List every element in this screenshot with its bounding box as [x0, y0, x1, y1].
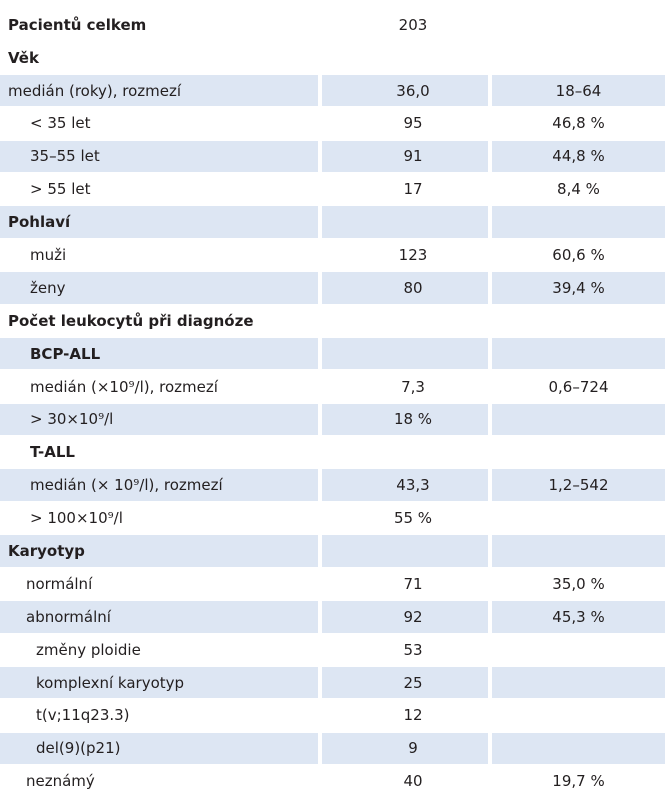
row-percent: 39,4 %	[492, 272, 665, 304]
row-label: t(v;11q23.3)	[36, 706, 130, 725]
row-label: T-ALL	[30, 443, 75, 462]
row-value: 25	[322, 666, 488, 699]
row-label: medián (× 10⁹/l), rozmezí	[0, 469, 318, 501]
row-label: abnormální	[0, 601, 318, 633]
row-label: medián (roky), rozmezí	[0, 74, 318, 107]
row-value: 40	[403, 772, 423, 791]
row-value: 53	[403, 640, 423, 659]
row-value: 12	[403, 706, 423, 725]
row-label: del(9)(p21)	[0, 732, 318, 765]
row-value: 55 %	[393, 509, 433, 528]
row-percent: 46,8 %	[552, 114, 605, 133]
row-percent: 8,4 %	[557, 180, 600, 199]
row-label: medián (×10⁹/l), rozmezí	[30, 377, 218, 396]
row-percent	[492, 732, 665, 765]
row-percent	[492, 666, 665, 699]
row-percent	[492, 700, 665, 732]
row-percent	[492, 42, 665, 74]
row-label: > 100×10⁹/l	[30, 509, 123, 528]
row-value: 43,3	[322, 469, 488, 501]
row-percent: 1,2–542	[492, 469, 665, 501]
row-value: 18 %	[322, 403, 488, 436]
row-percent: 44,8 %	[492, 140, 665, 173]
row-value: 203	[398, 15, 428, 34]
row-value	[322, 337, 488, 370]
row-value: 123	[398, 245, 428, 264]
row-percent: 19,7 %	[552, 772, 605, 791]
row-label: BCP-ALL	[0, 337, 318, 370]
row-percent: 60,6 %	[552, 245, 605, 264]
row-label: Karyotyp	[0, 535, 318, 567]
row-label: Pohlaví	[0, 206, 318, 238]
row-label: > 30×10⁹/l	[0, 403, 318, 436]
row-percent	[492, 403, 665, 436]
row-value	[322, 42, 488, 74]
row-percent	[492, 337, 665, 370]
row-value: 91	[322, 140, 488, 173]
row-percent	[492, 305, 665, 337]
row-label: muži	[30, 245, 67, 264]
row-percent: 18–64	[492, 74, 665, 107]
row-label: změny ploidie	[36, 640, 141, 659]
row-value	[322, 206, 488, 238]
row-label: > 55 let	[30, 180, 91, 199]
row-percent	[492, 9, 665, 41]
row-value	[322, 305, 488, 337]
row-percent: 45,3 %	[492, 601, 665, 633]
row-value: 9	[322, 732, 488, 765]
row-value: 92	[322, 601, 488, 633]
row-percent: 35,0 %	[552, 574, 605, 593]
row-percent	[492, 502, 665, 534]
row-percent	[492, 634, 665, 666]
row-value: 80	[322, 272, 488, 304]
row-value: 7,3	[401, 377, 425, 396]
row-percent: 0,6–724	[548, 377, 609, 396]
row-label: normální	[26, 574, 93, 593]
row-label: komplexní karyotyp	[0, 666, 318, 699]
row-label: neznámý	[26, 772, 95, 791]
row-value	[322, 437, 488, 469]
row-percent	[492, 437, 665, 469]
row-label: Věk	[8, 48, 39, 67]
row-label: 35–55 let	[0, 140, 318, 173]
row-value: 17	[403, 180, 423, 199]
row-value: 71	[403, 574, 423, 593]
row-percent	[492, 535, 665, 567]
row-label: Počet leukocytů při diagnóze	[8, 311, 254, 330]
row-value: 36,0	[322, 74, 488, 107]
row-label: ženy	[0, 272, 318, 304]
row-label: Pacientů celkem	[8, 15, 147, 34]
row-value	[322, 535, 488, 567]
row-value: 95	[403, 114, 423, 133]
row-label: < 35 let	[30, 114, 91, 133]
row-percent	[492, 206, 665, 238]
